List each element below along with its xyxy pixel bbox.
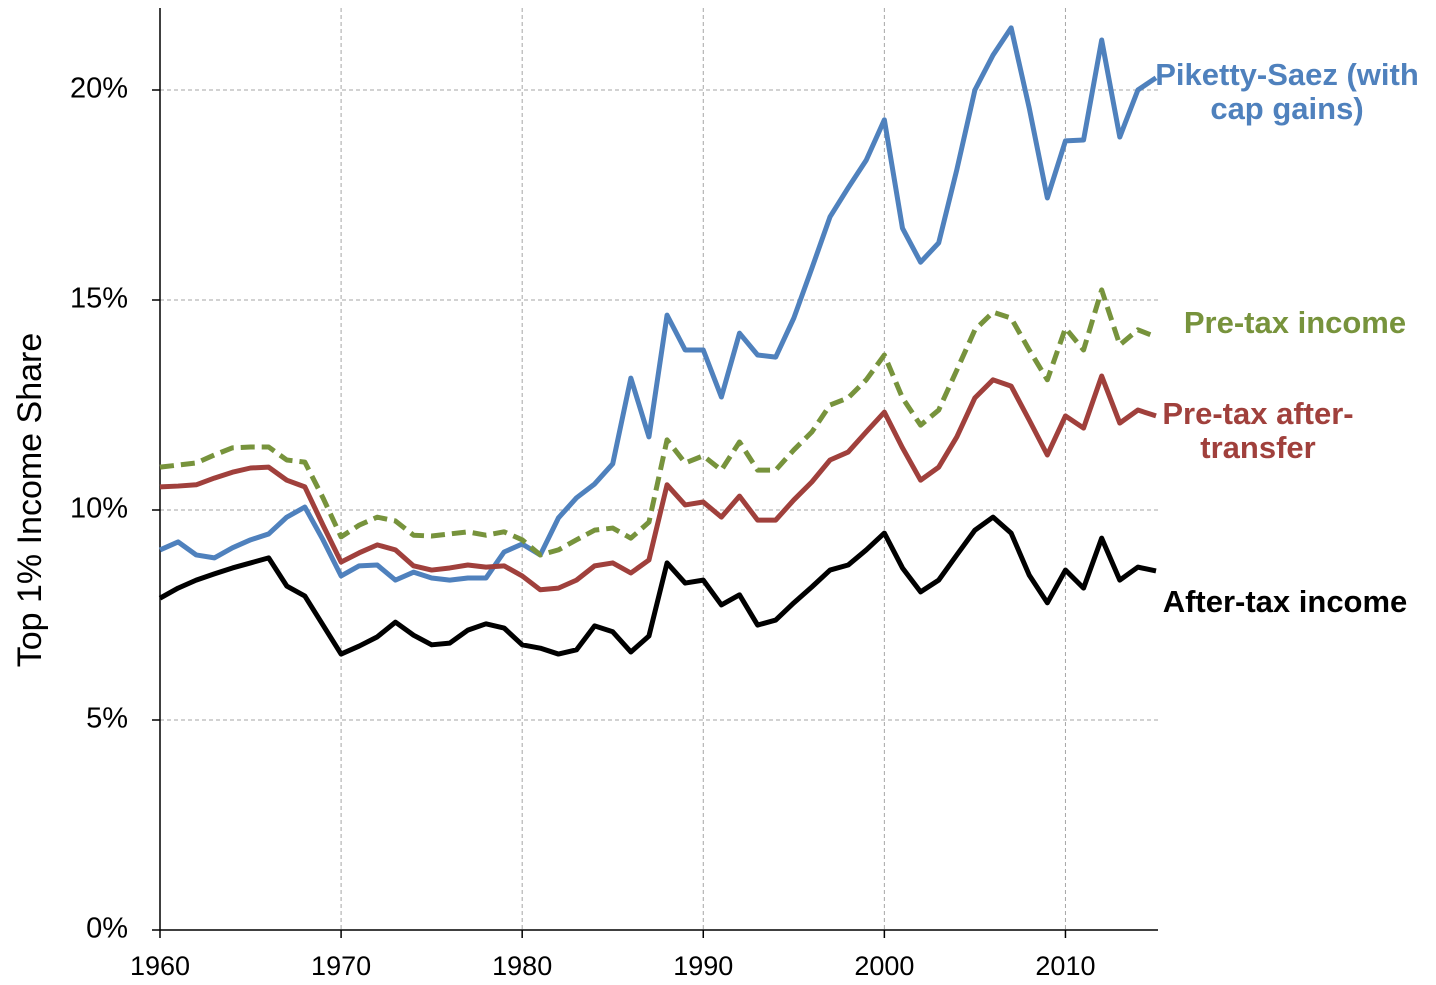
series-line (158, 514, 1157, 657)
series-label: After-tax income (1162, 584, 1408, 619)
y-tick-label: 15% (70, 283, 128, 315)
y-tick-label: 5% (86, 703, 128, 735)
y-axis-title: Top 1% Income Share (11, 333, 49, 668)
series-label: Pre-tax after-transfer (1162, 396, 1354, 465)
series-line (158, 25, 1158, 583)
series-label: Piketty-Saez (with cap gains) (1155, 57, 1419, 126)
series-line (159, 287, 1157, 558)
x-tick-label: 2010 (1035, 951, 1095, 981)
y-tick-label: 10% (70, 493, 128, 525)
x-tick-label: 1970 (311, 951, 371, 981)
x-tick-label: 1990 (673, 951, 733, 981)
series-label: Pre-tax income (1183, 305, 1407, 340)
x-tick-label: 1960 (130, 951, 190, 981)
y-tick-label: 0% (86, 913, 128, 945)
x-tick-label: 1980 (492, 951, 552, 981)
series-line (159, 373, 1157, 593)
x-tick-label: 2000 (854, 951, 914, 981)
y-tick-label: 20% (70, 73, 128, 105)
